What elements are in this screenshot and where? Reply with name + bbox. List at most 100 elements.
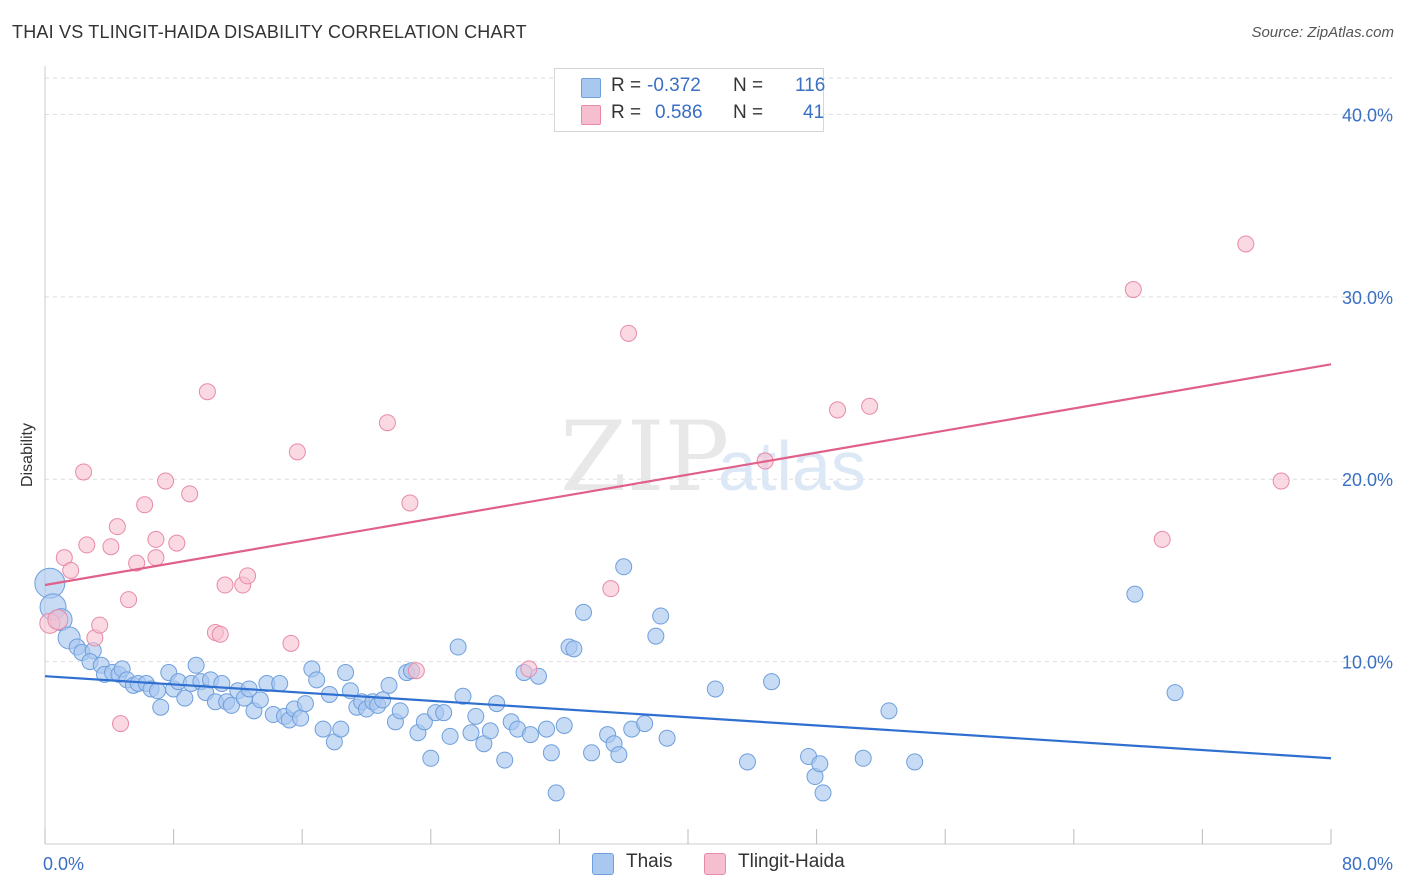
r-label: R = [611,75,642,96]
thais-point [763,673,781,691]
thais-point [583,744,601,762]
thais-point [149,682,167,700]
thais-point [152,698,170,716]
tlingit-haida-point [401,494,419,512]
n-value: 116 [795,75,826,96]
thais-point [575,603,593,621]
x-tick-label: 80.0% [1342,854,1393,874]
thais-point [332,720,350,738]
y-tick-label: 30.0% [1342,288,1393,308]
tlingit-haida-legend-swatch [704,853,726,875]
thais-point [415,713,433,731]
y-tick-label: 40.0% [1342,105,1393,125]
thais-point [521,726,539,744]
tlingit-haida-point [75,463,93,481]
chart-title: THAI VS TLINGIT-HAIDA DISABILITY CORRELA… [12,22,527,42]
tlingit-haida-point [112,715,130,733]
thais-point [213,675,231,693]
thais-swatch [581,78,601,98]
thais-point [1166,684,1184,702]
tlingit-haida-point [239,567,257,585]
thais-point [435,704,453,722]
thais-point [652,607,670,625]
thais-point [854,749,872,767]
thais-point [449,638,467,656]
thais-point [271,675,289,693]
tlingit-haida-legend-label: Tlingit-Haida [738,851,845,872]
tlingit-haida-point [211,625,229,643]
thais-point [636,715,654,733]
tlingit-haida-point [157,472,175,490]
tlingit-haida-trend-line [44,363,1332,587]
thais-point [706,680,724,698]
tlingit-haida-point [47,609,69,631]
thais-point [565,640,583,658]
tlingit-haida-point [91,616,109,634]
tlingit-haida-point [78,536,96,554]
watermark-zip: ZIP [560,401,729,513]
thais-point [187,656,205,674]
tlingit-haida-point [147,530,165,548]
tlingit-haida-swatch [581,105,601,125]
thais-point [547,784,565,802]
thais-point [538,720,556,738]
tlingit-haida-point [120,591,138,609]
n-label: N = [733,75,764,96]
thais-point [292,709,310,727]
thais-point [615,558,633,576]
thais-point [454,687,472,705]
thais-point [296,695,314,713]
thais-point [337,664,355,682]
tlingit-haida-point [216,576,234,594]
tlingit-haida-point [62,561,80,579]
thais-point [176,689,194,707]
thais-trend-line [44,675,1332,760]
thais-point [738,753,756,771]
thais-point [462,724,480,742]
tlingit-haida-point [128,554,146,572]
y-axis-label: Disability [19,422,36,488]
thais-point [380,676,398,694]
trend-lines [44,363,1332,760]
thais-legend-label: Thais [626,851,673,872]
correlation-legend: R = -0.372 N = 116 R = 0.586 N = 41 [554,68,826,132]
axes [44,66,1332,845]
n-value: 41 [803,102,825,123]
thais-point [811,755,829,773]
tlingit-haida-point [378,414,396,432]
thais-point [880,702,898,720]
tlingit-haida-point [108,518,126,536]
tlingit-haida-point [602,580,620,598]
thais-point [467,707,485,725]
thais-point [658,729,676,747]
r-value: 0.586 [655,102,703,123]
thais-point [222,696,240,714]
tlingit-haida-point [198,383,216,401]
n-label: N = [733,102,764,123]
tick-labels: 10.0% 20.0% 30.0% 40.0% 0.0% 80.0% [43,105,1393,874]
tlingit-haida-point [407,662,425,680]
thais-point [555,716,573,734]
thais-point [647,627,665,645]
r-value: -0.372 [647,75,701,96]
thais-point [314,720,332,738]
tlingit-haida-point [861,397,879,415]
thais-legend-swatch [592,853,614,875]
tlingit-haida-point [520,660,538,678]
thais-point [374,691,392,709]
thais-point [441,727,459,745]
tlingit-haida-point [136,496,154,514]
tlingit-haida-point [1272,472,1290,490]
y-tick-label: 10.0% [1342,653,1393,673]
tlingit-haida-point [620,324,638,342]
source-credit: Source: ZipAtlas.com [1251,24,1394,41]
tlingit-haida-point [168,534,186,552]
tlingit-haida-point [1153,530,1171,548]
data-points [34,235,1290,802]
thais-point [814,784,832,802]
tlingit-haida-point [181,485,199,503]
thais-point [308,671,326,689]
tlingit-haida-point [1237,235,1255,253]
tlingit-haida-point [147,549,165,567]
